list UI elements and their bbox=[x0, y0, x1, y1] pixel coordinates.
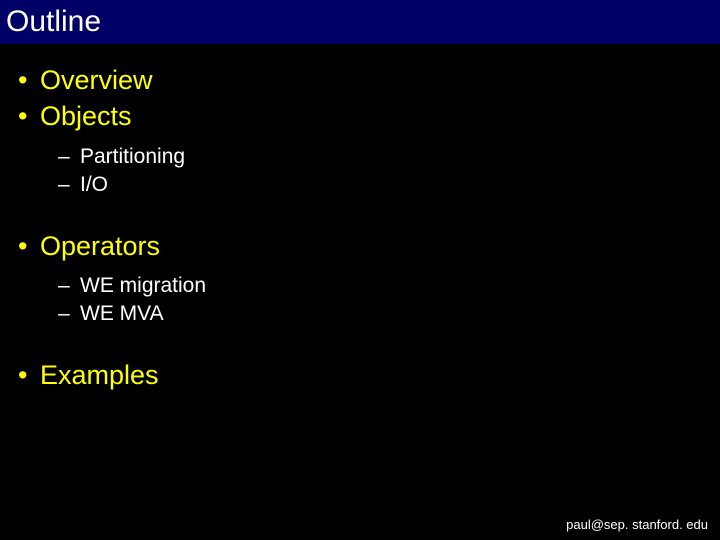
subbullet-label: WE migration bbox=[80, 274, 206, 297]
bullet-label: Operators bbox=[40, 231, 160, 261]
footer-email: paul@sep. stanford. edu bbox=[566, 517, 708, 532]
bullet-label: Objects bbox=[40, 101, 132, 131]
outline-group-3: Examples bbox=[16, 357, 720, 393]
subbullet-we-mva: WE MVA bbox=[40, 300, 720, 328]
bullet-examples: Examples bbox=[16, 357, 720, 393]
slide-title: Outline bbox=[6, 5, 101, 39]
subbullet-we-migration: WE migration bbox=[40, 272, 720, 300]
bullet-objects: Objects Partitioning I/O bbox=[16, 98, 720, 199]
outline-group-1: Overview Objects Partitioning I/O bbox=[16, 62, 720, 200]
subbullet-label: WE MVA bbox=[80, 302, 164, 325]
subbullet-partitioning: Partitioning bbox=[40, 143, 720, 171]
bullet-operators: Operators WE migration WE MVA bbox=[16, 228, 720, 329]
sublist-objects: Partitioning I/O bbox=[40, 143, 720, 200]
outline-group-2: Operators WE migration WE MVA bbox=[16, 228, 720, 329]
bullet-label: Overview bbox=[40, 65, 153, 95]
slide-content: Overview Objects Partitioning I/O Operat… bbox=[0, 44, 720, 393]
subbullet-label: I/O bbox=[80, 173, 108, 196]
title-bar: Outline bbox=[0, 0, 720, 44]
bullet-overview: Overview bbox=[16, 62, 720, 98]
subbullet-io: I/O bbox=[40, 171, 720, 199]
subbullet-label: Partitioning bbox=[80, 145, 185, 168]
sublist-operators: WE migration WE MVA bbox=[40, 272, 720, 329]
bullet-label: Examples bbox=[40, 360, 159, 390]
